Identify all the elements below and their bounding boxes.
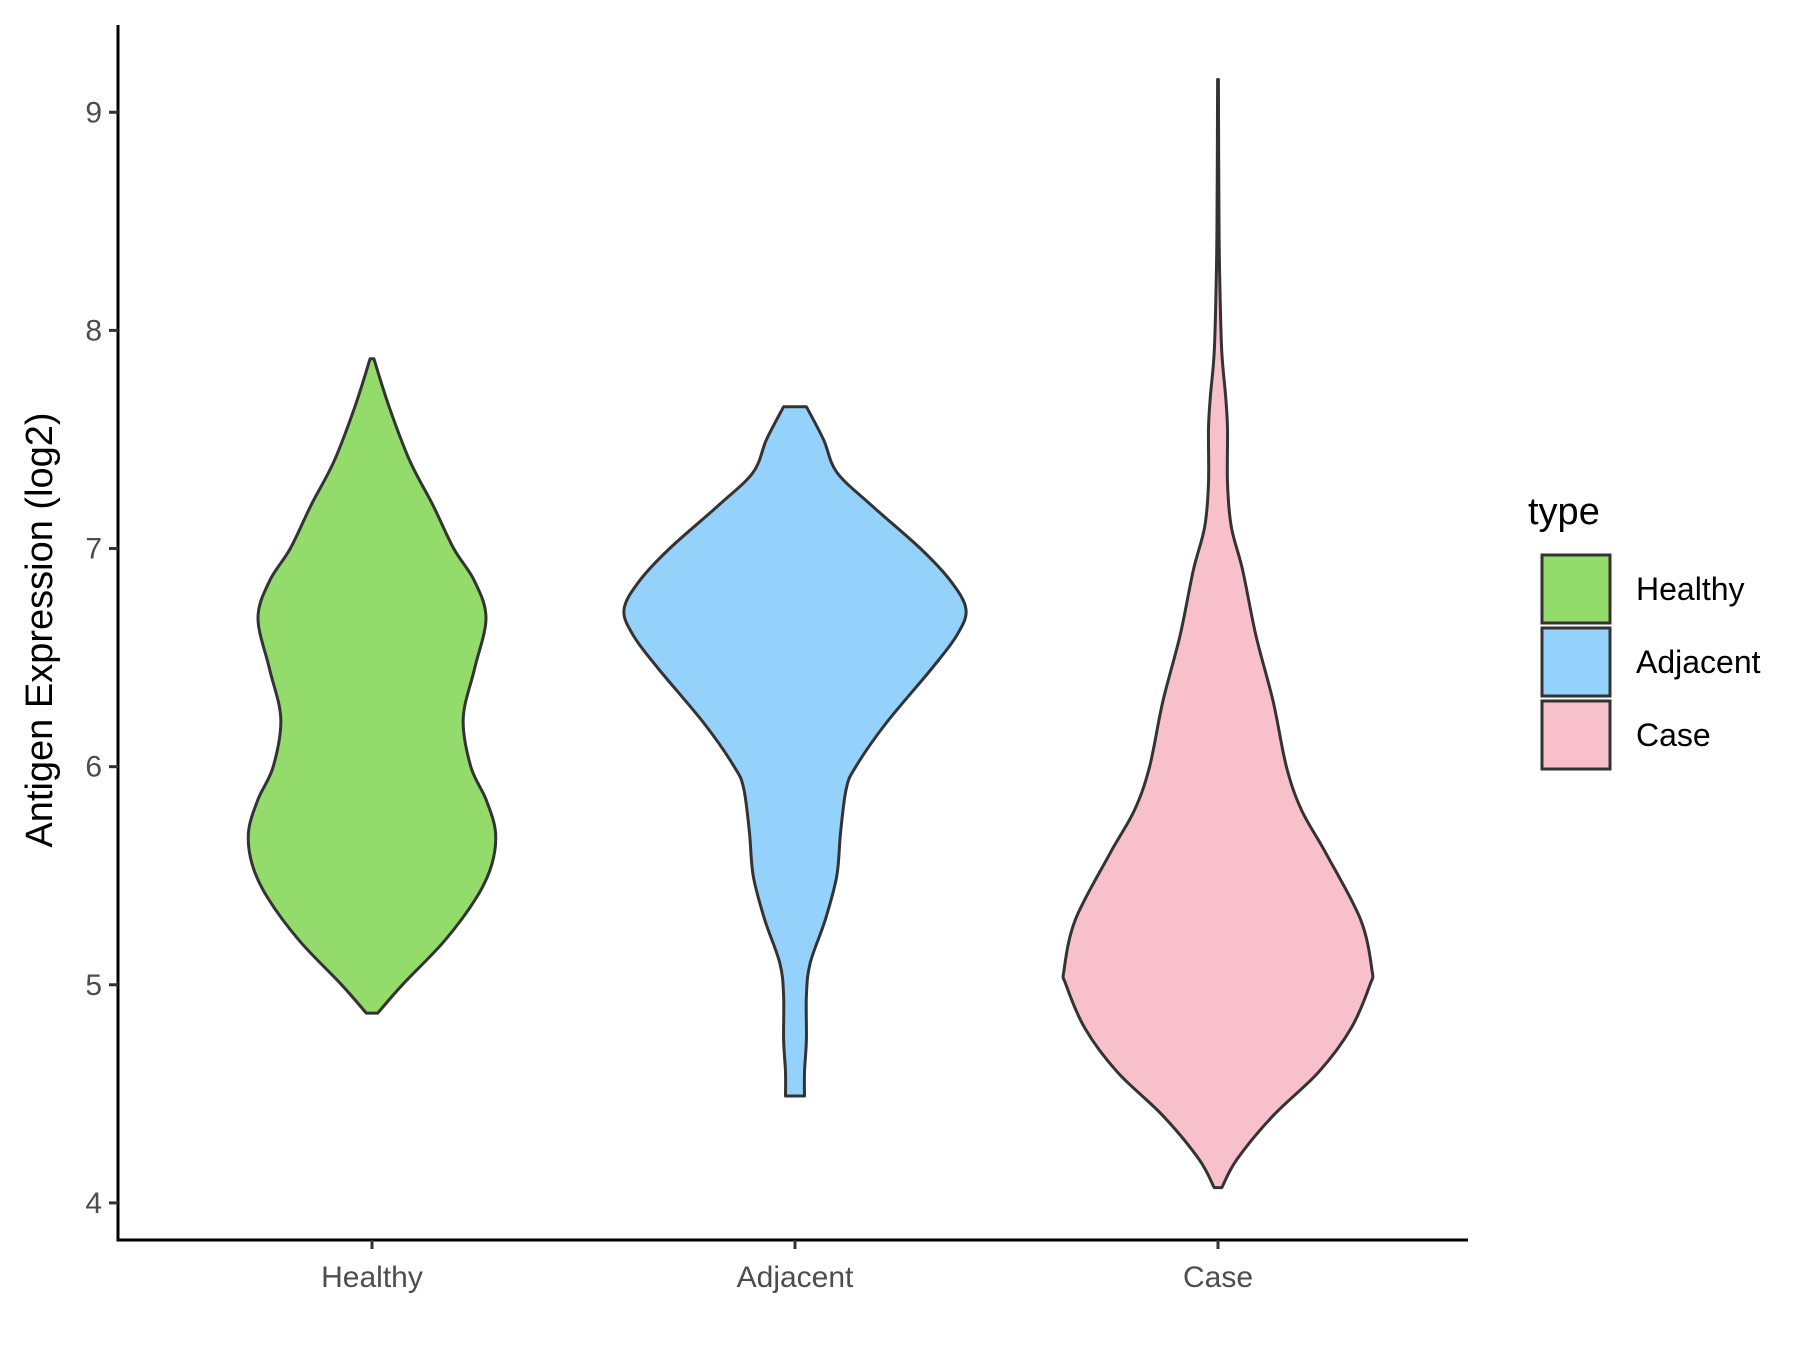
y-tick-label: 8 (85, 314, 102, 347)
x-tick-label: Adjacent (737, 1261, 854, 1294)
legend: type Healthy Adjacent Case (1528, 491, 1761, 771)
violin-adjacent (622, 405, 968, 1098)
axes: 4 5 6 7 8 9 Healthy Adjacent Case (85, 25, 1468, 1294)
violin-layer (246, 78, 1375, 1190)
legend-title: type (1528, 491, 1600, 533)
violin-case (1061, 78, 1375, 1190)
legend-key-healthy (1540, 553, 1612, 625)
legend-key-case (1540, 699, 1612, 771)
legend-label: Adjacent (1636, 644, 1761, 680)
y-tick-label: 4 (85, 1187, 102, 1220)
x-tick-label: Healthy (321, 1261, 423, 1294)
legend-key-adjacent (1540, 626, 1612, 698)
y-tick-label: 6 (85, 751, 102, 784)
x-tick-label: Case (1183, 1261, 1253, 1294)
y-axis-title: Antigen Expression (log2) (19, 412, 61, 847)
violin-healthy (246, 357, 498, 1015)
legend-label: Healthy (1636, 571, 1745, 607)
legend-label: Case (1636, 717, 1711, 753)
y-tick-label: 9 (85, 96, 102, 129)
y-tick-label: 7 (85, 533, 102, 566)
y-tick-label: 5 (85, 969, 102, 1002)
